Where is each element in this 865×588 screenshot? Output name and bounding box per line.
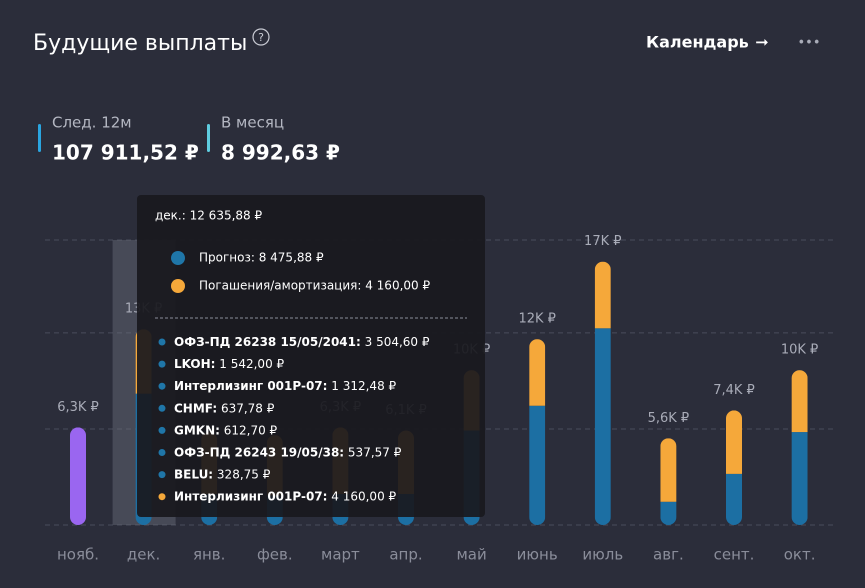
item-dot <box>158 493 166 501</box>
x-tick-label: март <box>321 546 360 564</box>
value-label: 7,4K ₽ <box>713 383 755 398</box>
item-name: CHMF: <box>174 401 217 415</box>
x-tick-label: сент. <box>714 546 755 564</box>
calendar-link[interactable]: Календарь <box>646 33 749 52</box>
bar-segment <box>791 370 808 433</box>
stat-marker <box>38 124 41 152</box>
stat-marker <box>207 124 210 152</box>
title: Будущие выплаты <box>33 31 247 56</box>
tooltip-box <box>137 195 485 517</box>
item-name: LKOH: <box>174 357 215 371</box>
x-tick-label: май <box>456 546 486 564</box>
x-tick-label: янв. <box>193 546 225 564</box>
bar-segment <box>791 432 808 525</box>
legend-dot <box>171 251 185 265</box>
x-tick-label: нояб. <box>57 546 99 564</box>
bar-segment <box>594 328 611 525</box>
bar-stack <box>529 339 546 525</box>
item-text: ОФЗ-ПД 26243 19/05/38: 537,57 ₽ <box>174 445 402 459</box>
item-name: BELU: <box>174 467 213 481</box>
x-tick-label: авг. <box>653 546 684 564</box>
bar-stack <box>594 261 611 525</box>
bar-stack <box>70 427 86 525</box>
item-name: ОФЗ-ПД 26238 15/05/2041: <box>174 335 361 349</box>
item-name: ОФЗ-ПД 26243 19/05/38: <box>174 445 344 459</box>
calendar-arrow[interactable]: ➞ <box>755 33 768 52</box>
legend-text: Прогноз: 8 475,88 ₽ <box>199 251 324 265</box>
item-dot <box>158 471 166 479</box>
item-text: Интерлизинг 001P-07: 4 160,00 ₽ <box>174 489 397 503</box>
bar-segment <box>726 473 742 525</box>
item-text: BELU: 328,75 ₽ <box>174 467 271 481</box>
item-text: ОФЗ-ПД 26238 15/05/2041: 3 504,60 ₽ <box>174 335 430 349</box>
legend-dot <box>171 279 185 293</box>
x-tick-label: фев. <box>257 546 293 564</box>
item-amount: 3 504,60 ₽ <box>361 335 430 349</box>
item-text: Интерлизинг 001P-07: 1 312,48 ₽ <box>174 379 397 393</box>
bar-stack <box>791 370 808 525</box>
value-label: 10K ₽ <box>781 343 818 358</box>
bar-segment <box>660 438 677 502</box>
item-amount: 612,70 ₽ <box>220 423 278 437</box>
item-dot <box>158 382 166 390</box>
value-label: 17K ₽ <box>584 234 621 249</box>
x-tick-label: дек. <box>127 546 160 564</box>
bar-stack <box>660 438 677 525</box>
item-text: LKOH: 1 542,00 ₽ <box>174 357 285 371</box>
item-name: GMKN: <box>174 423 220 437</box>
stat-label: След. 12м <box>52 114 132 132</box>
stat-label: В месяц <box>221 114 284 132</box>
item-amount: 328,75 ₽ <box>213 467 271 481</box>
bar-segment <box>660 501 677 525</box>
item-name: Интерлизинг 001P-07: <box>174 489 327 503</box>
item-dot <box>158 360 166 368</box>
tooltip-header: дек.: 12 635,88 ₽ <box>155 209 262 223</box>
bar-segment <box>529 339 546 406</box>
x-tick-label: окт. <box>784 546 816 564</box>
item-dot <box>158 404 166 412</box>
stat-value: 8 992,63 ₽ <box>221 141 340 165</box>
bar-segment <box>70 427 86 525</box>
item-amount: 1 312,48 ₽ <box>327 379 396 393</box>
item-dot <box>158 449 166 456</box>
item-amount: 637,78 ₽ <box>217 401 275 415</box>
bar-segment <box>594 261 611 329</box>
value-label: 6,3K ₽ <box>57 400 99 415</box>
stat-value: 107 911,52 ₽ <box>52 141 199 165</box>
tooltip: дек.: 12 635,88 ₽ Прогноз: 8 475,88 ₽ Пога… <box>137 195 485 517</box>
item-name: Интерлизинг 001P-07: <box>174 379 327 393</box>
legend-text: Погашения/амортизация: 4 160,00 ₽ <box>199 279 430 293</box>
value-label: 12K ₽ <box>518 312 555 327</box>
item-amount: 537,57 ₽ <box>344 445 402 459</box>
item-dot <box>158 338 166 346</box>
help-icon[interactable] <box>252 28 270 46</box>
bar-stack <box>726 410 742 525</box>
value-label: 5,6K ₽ <box>648 411 690 426</box>
x-tick-label: апр. <box>389 546 422 564</box>
item-text: GMKN: 612,70 ₽ <box>174 423 278 437</box>
item-amount: 4 160,00 ₽ <box>327 489 396 503</box>
x-tick-label: июль <box>582 546 623 564</box>
item-amount: 1 542,00 ₽ <box>215 357 284 371</box>
item-text: CHMF: 637,78 ₽ <box>174 401 275 415</box>
bar-segment <box>529 405 546 525</box>
bar-segment <box>726 410 742 474</box>
help-mark[interactable]: ? <box>258 31 264 44</box>
x-tick-label: июнь <box>517 546 558 564</box>
item-dot <box>158 426 166 434</box>
menu-button[interactable]: ••• <box>797 36 820 51</box>
